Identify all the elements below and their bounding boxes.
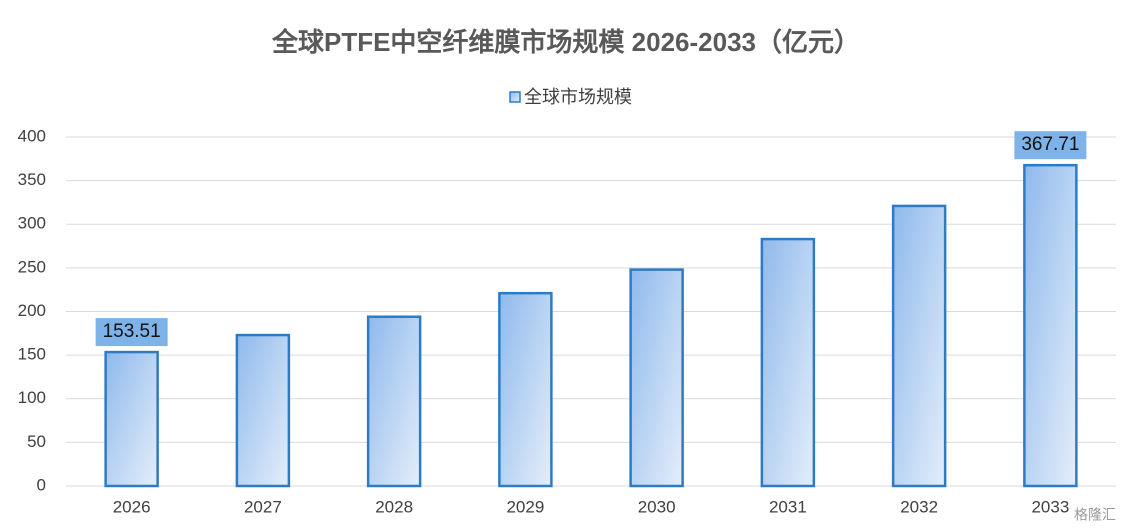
y-tick-label: 300 xyxy=(18,214,46,233)
legend-label: 全球市场规模 xyxy=(524,87,632,107)
x-tick-label: 2027 xyxy=(244,497,282,516)
x-tick-label: 2032 xyxy=(900,497,938,516)
y-tick-label: 50 xyxy=(27,432,46,451)
chart-title: 全球PTFE中空纤维膜市场规模 2026-2033（亿元） xyxy=(271,27,860,57)
y-tick-label: 250 xyxy=(18,257,46,276)
bar xyxy=(498,291,553,488)
y-tick-label: 200 xyxy=(18,301,46,320)
x-tick-label: 2030 xyxy=(638,497,676,516)
y-tick-label: 400 xyxy=(18,126,46,145)
bar xyxy=(760,237,816,488)
data-label: 153.51 xyxy=(103,321,161,342)
x-tick-label: 2029 xyxy=(506,497,544,516)
y-tick-label: 100 xyxy=(18,388,46,407)
bar xyxy=(366,315,422,488)
bar xyxy=(235,333,291,488)
y-tick-label: 150 xyxy=(18,345,46,364)
bar xyxy=(104,350,159,488)
x-tick-label: 2028 xyxy=(375,497,413,516)
y-tick-label: 350 xyxy=(18,170,46,189)
data-label-box xyxy=(1014,131,1087,160)
legend-swatch xyxy=(509,91,521,103)
y-tick-label: 0 xyxy=(37,475,46,494)
data-label: 367.71 xyxy=(1021,134,1079,155)
x-tick-label: 2033 xyxy=(1031,497,1069,516)
x-tick-label: 2026 xyxy=(113,497,151,516)
bar xyxy=(1023,163,1078,488)
watermark: 格隆汇 xyxy=(1074,507,1116,523)
data-label-box xyxy=(95,318,168,347)
bar xyxy=(891,204,947,488)
bar xyxy=(629,268,684,488)
x-tick-label: 2031 xyxy=(769,497,807,516)
